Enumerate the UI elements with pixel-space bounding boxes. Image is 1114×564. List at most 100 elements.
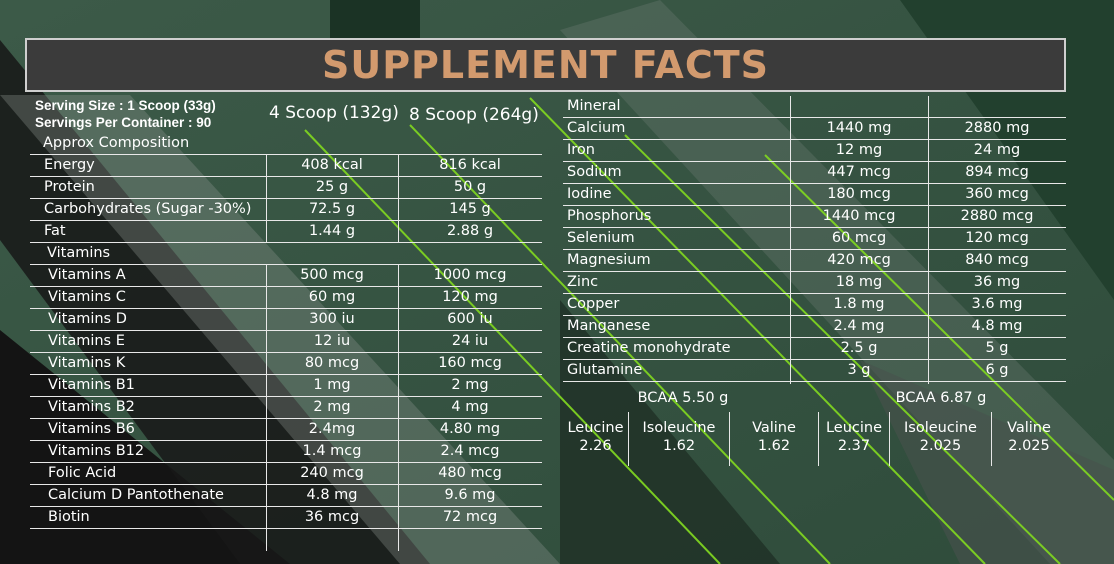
nutrient-name: Calcium [567,120,626,136]
nutrient-name: Vitamins E [48,333,125,349]
nutrient-name: Manganese [567,318,651,334]
nutrient-name: Protein [44,179,95,195]
nutrient-value: 3 g [847,362,871,378]
servings-per-container: Servings Per Container : 90 [35,115,212,130]
table-row: Glutamine 3 g 6 g [563,360,1066,382]
nutrient-value: 1000 mcg [433,267,507,283]
column-divider [398,265,399,551]
section-label: Approx Composition [43,135,190,151]
nutrient-name: Selenium [567,230,635,246]
nutrient-value: 2.88 g [446,223,494,239]
nutrient-value: 2.4mg [308,421,356,437]
table-row: Magnesium 420 mcg 840 mcg [563,250,1066,272]
nutrient-value: 12 mg [835,142,883,158]
table-row: Calcium D Pantothenate 4.8 mg 9.6 mg [30,485,542,507]
nutrient-name: Vitamins C [48,289,126,305]
nutrient-name: Magnesium [567,252,651,268]
bcaa-value: 2.37 [837,438,871,454]
section-header-vitamins: Vitamins [30,243,542,265]
nutrient-value: 300 iu [309,311,355,327]
column-divider [991,412,992,466]
column-divider [790,96,791,384]
nutrient-value: 9.6 mg [444,487,496,503]
nutrient-value: 2.5 g [840,340,878,356]
nutrient-value: 36 mcg [304,509,360,525]
section-header-approx: Approx Composition [30,133,542,155]
nutrient-value: 360 mcg [965,186,1029,202]
nutrient-value: 447 mcg [827,164,891,180]
nutrient-value: 120 mcg [965,230,1029,246]
nutrient-value: 1.4 mcg [302,443,362,459]
title-bar: SUPPLEMENT FACTS [25,38,1066,92]
nutrient-name: Sodium [567,164,622,180]
table-row: Carbohydrates (Sugar -30%) 72.5 g 145 g [30,199,542,221]
nutrient-value: 2880 mg [964,120,1030,136]
nutrient-value: 6 g [985,362,1009,378]
nutrient-value: 1.44 g [308,223,356,239]
nutrient-value: 2 mg [313,399,351,415]
table-row: Vitamins A 500 mcg 1000 mcg [30,265,542,287]
column-header-4-scoop: 4 Scoop (132g) [269,103,399,123]
nutrient-value: 4.8 mg [971,318,1023,334]
table-row: Vitamins C 60 mg 120 mg [30,287,542,309]
nutrient-value: 18 mg [835,274,883,290]
nutrient-name: Copper [567,296,620,312]
nutrient-value: 1440 mcg [822,208,896,224]
table-row: Vitamins B6 2.4mg 4.80 mg [30,419,542,441]
table-row: Vitamins B12 1.4 mcg 2.4 mcg [30,441,542,463]
nutrient-value: 5 g [985,340,1009,356]
section-label: Vitamins [47,245,111,261]
column-divider [928,96,929,384]
nutrient-value: 4.80 mg [439,421,501,437]
bcaa-item: Leucine 2.26 [563,420,628,454]
table-row: Vitamins D 300 iu 600 iu [30,309,542,331]
bcaa-name: Leucine [567,420,624,436]
nutrient-name: Biotin [48,509,90,525]
nutrient-value: 24 mg [973,142,1021,158]
section-label: Mineral [567,98,621,114]
nutrition-table: Approx Composition Energy 408 kcal 816 kca… [30,0,545,564]
nutrient-name: Iron [567,142,595,158]
bcaa-value: 1.62 [662,438,696,454]
nutrient-value: 120 mg [442,289,498,305]
nutrient-value: 500 mcg [300,267,364,283]
table-row: Energy 408 kcal 816 kcal [30,155,542,177]
bcaa-value: 1.62 [757,438,791,454]
column-divider [266,155,267,243]
nutrient-value: 180 mcg [827,186,891,202]
nutrient-value: 2.4 mcg [440,443,500,459]
nutrient-value: 160 mcg [438,355,502,371]
bcaa-item: Isoleucine 1.62 [629,420,729,454]
column-divider [398,155,399,243]
bcaa-name: Isoleucine [904,420,977,436]
nutrient-name: Fat [44,223,66,239]
table-row: Copper 1.8 mg 3.6 mg [563,294,1066,316]
mineral-table: Mineral Calcium 1440 mg 2880 mg Iron 12 mg 24… [563,0,1068,564]
table-row: Fat 1.44 g 2.88 g [30,221,542,243]
bcaa-group-2: BCAA 6.87 g [895,390,987,406]
nutrient-value: 36 mg [973,274,1021,290]
serving-size: Serving Size : 1 Scoop (33g) [35,98,216,113]
nutrient-name: Calcium D Pantothenate [48,487,224,503]
table-row: Vitamins B2 2 mg 4 mg [30,397,542,419]
nutrient-value: 480 mcg [438,465,502,481]
nutrient-name: Zinc [567,274,599,290]
nutrient-name: Creatine monohydrate [567,340,731,356]
nutrient-value: 145 g [449,201,491,217]
nutrient-value: 25 g [315,179,349,195]
nutrient-name: Folic Acid [48,465,117,481]
nutrient-value: 50 g [453,179,487,195]
bcaa-name: Valine [1007,420,1051,436]
nutrient-name: Vitamins B1 [48,377,135,393]
table-row: Iron 12 mg 24 mg [563,140,1066,162]
bcaa-name: Leucine [825,420,883,436]
bcaa-item: Valine 1.62 [730,420,818,454]
column-divider [266,265,267,551]
column-divider [729,412,730,466]
nutrient-value: 4 mg [451,399,489,415]
nutrient-name: Vitamins D [48,311,127,327]
nutrient-value: 840 mcg [965,252,1029,268]
table-row: Vitamins B1 1 mg 2 mg [30,375,542,397]
nutrient-value: 4.8 mg [306,487,358,503]
table-row: Sodium 447 mcg 894 mcg [563,162,1066,184]
